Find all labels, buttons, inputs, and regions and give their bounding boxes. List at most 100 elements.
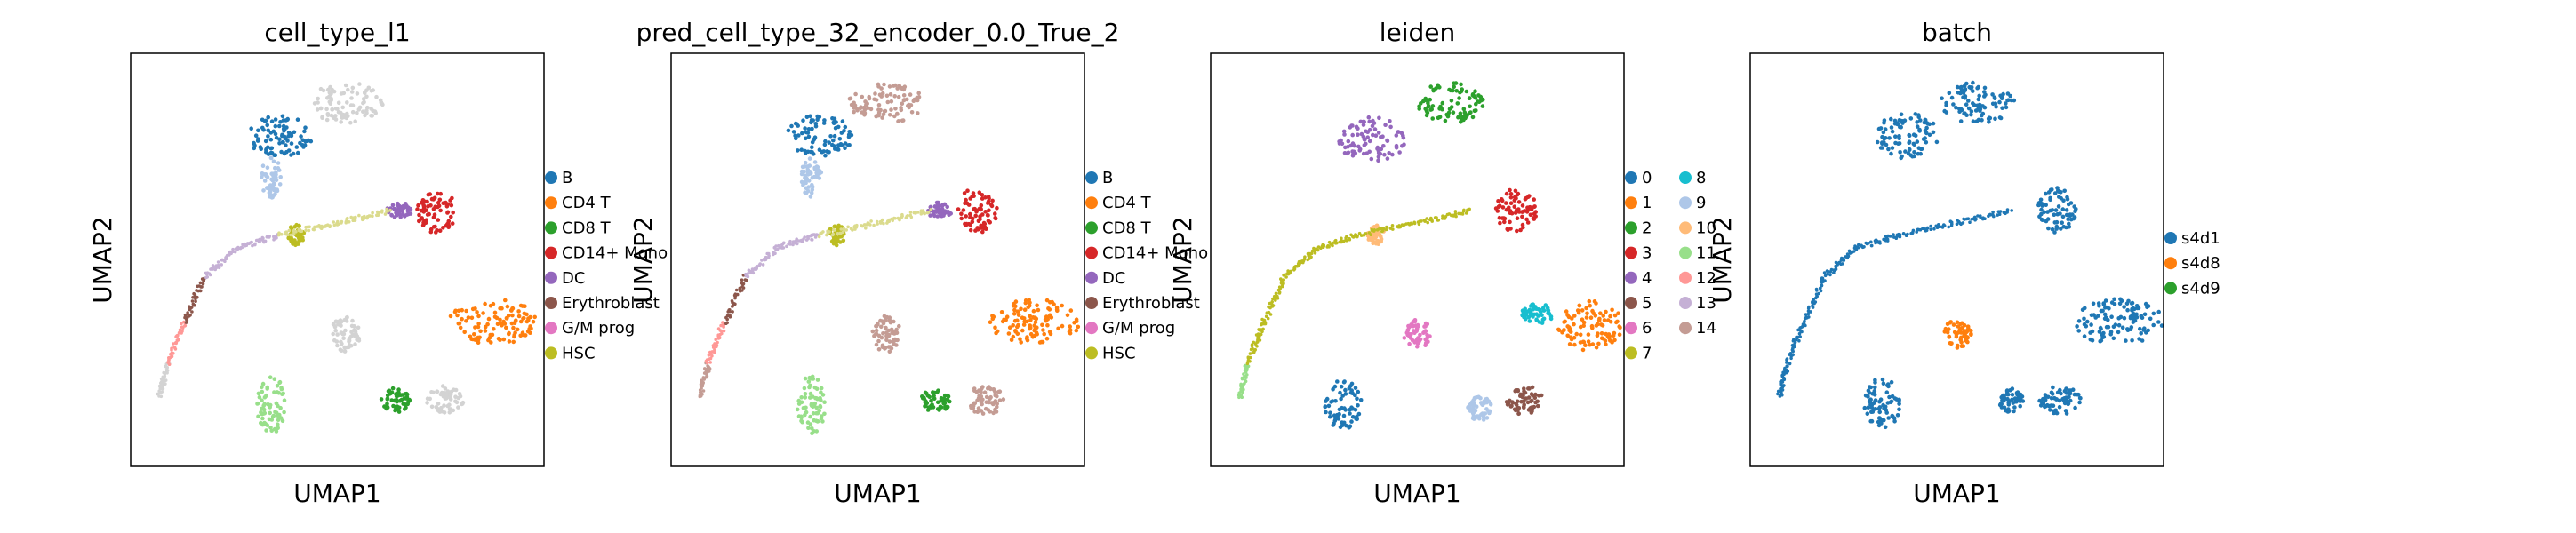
- scatter-point: [2151, 322, 2156, 328]
- scatter-point: [1878, 146, 1884, 150]
- scatter-point: [2108, 332, 2113, 337]
- scatter-point: [1341, 413, 1347, 418]
- scatter-point: [841, 238, 846, 243]
- scatter-point: [1239, 394, 1244, 397]
- scatter-point: [1282, 274, 1285, 277]
- scatter-point: [1565, 333, 1570, 338]
- scatter-point: [1528, 406, 1532, 410]
- scatter-point: [1885, 237, 1890, 242]
- scatter-point: [1811, 306, 1815, 309]
- trajectory-strand: [1236, 207, 1471, 400]
- scatter-point: [1897, 118, 1902, 123]
- scatter-point: [1899, 112, 1904, 117]
- cluster-6: [826, 223, 846, 248]
- scatter-point: [1798, 326, 1802, 330]
- scatter-point: [1868, 385, 1872, 389]
- legend-item: HSC: [1085, 344, 1136, 362]
- scatter-point: [272, 235, 276, 239]
- scatter-point: [2004, 408, 2009, 413]
- scatter-point: [1364, 141, 1368, 147]
- scatter-point: [1601, 314, 1605, 318]
- scatter-point: [803, 173, 808, 179]
- scatter-point: [972, 194, 976, 198]
- scatter-point: [416, 203, 420, 208]
- scatter-point: [892, 341, 896, 346]
- scatter-point: [1586, 339, 1591, 344]
- scatter-point: [1425, 322, 1430, 327]
- scatter-point: [329, 113, 334, 118]
- scatter-point: [817, 235, 821, 239]
- scatter-point: [275, 390, 280, 394]
- scatter-point: [1882, 140, 1886, 145]
- scatter-point: [453, 399, 458, 404]
- scatter-point: [396, 208, 402, 212]
- scatter-point: [1906, 151, 1911, 155]
- scatter-point: [2090, 338, 2095, 343]
- scatter-point: [977, 190, 982, 195]
- scatter-point: [1990, 101, 1996, 107]
- scatter-point: [860, 94, 865, 99]
- scatter-point: [969, 405, 973, 410]
- scatter-point: [1299, 260, 1303, 265]
- legend-item: G/M prog: [1085, 319, 1175, 338]
- scatter-point: [1785, 361, 1788, 364]
- scatter-point: [1610, 307, 1614, 313]
- legend-marker: [1085, 271, 1098, 284]
- scatter-point: [983, 210, 988, 214]
- scatter-point: [262, 179, 268, 183]
- scatter-point: [1267, 305, 1270, 309]
- scatter-point: [1980, 111, 1986, 116]
- scatter-point: [335, 332, 340, 337]
- scatter-point: [991, 402, 996, 407]
- scatter-point: [1931, 121, 1936, 126]
- scatter-point: [2082, 334, 2087, 338]
- scatter-point: [823, 139, 828, 144]
- scatter-point: [220, 259, 224, 262]
- scatter-point: [774, 244, 778, 248]
- scatter-point: [1021, 322, 1027, 327]
- cluster-9: [255, 375, 287, 434]
- scatter-point: [437, 197, 443, 203]
- scatter-point: [312, 101, 317, 106]
- scatter-point: [908, 211, 913, 214]
- legend-label: 9: [1696, 194, 1706, 212]
- x-axis-label: UMAP1: [293, 479, 381, 508]
- scatter-point: [708, 361, 712, 364]
- scatter-point: [273, 153, 278, 157]
- scatter-point: [830, 116, 835, 121]
- scatter-point: [700, 386, 703, 390]
- scatter-point: [1374, 223, 1380, 228]
- legend-label: 10: [1696, 219, 1716, 237]
- scatter-point: [846, 134, 852, 139]
- scatter-point: [2065, 195, 2069, 200]
- legend-marker: [1625, 271, 1637, 284]
- scatter-point: [1383, 123, 1388, 127]
- cluster-1: [1940, 80, 2017, 124]
- scatter-point: [1371, 241, 1375, 246]
- scatter-point: [1532, 395, 1538, 401]
- scatter-point: [516, 314, 522, 319]
- scatter-points: [156, 82, 537, 434]
- scatter-point: [1961, 91, 1966, 95]
- scatter-point: [236, 247, 240, 251]
- scatter-point: [1423, 329, 1428, 333]
- scatter-point: [801, 118, 805, 123]
- scatter-point: [268, 155, 274, 160]
- scatter-point: [1237, 391, 1241, 395]
- scatter-point: [1546, 308, 1551, 314]
- scatter-point: [295, 117, 300, 122]
- scatter-point: [2043, 393, 2048, 397]
- scatter-point: [396, 387, 401, 392]
- scatter-point: [1513, 211, 1518, 215]
- scatter-point: [1315, 247, 1318, 251]
- scatter-point: [1266, 316, 1270, 321]
- scatter-point: [1962, 217, 1965, 221]
- legend-marker: [1625, 322, 1637, 335]
- scatter-point: [1322, 243, 1326, 248]
- scatter-point: [272, 426, 277, 432]
- cluster-8: [331, 314, 362, 354]
- scatter-point: [284, 149, 289, 155]
- scatter-point: [731, 310, 734, 314]
- scatter-point: [868, 223, 872, 227]
